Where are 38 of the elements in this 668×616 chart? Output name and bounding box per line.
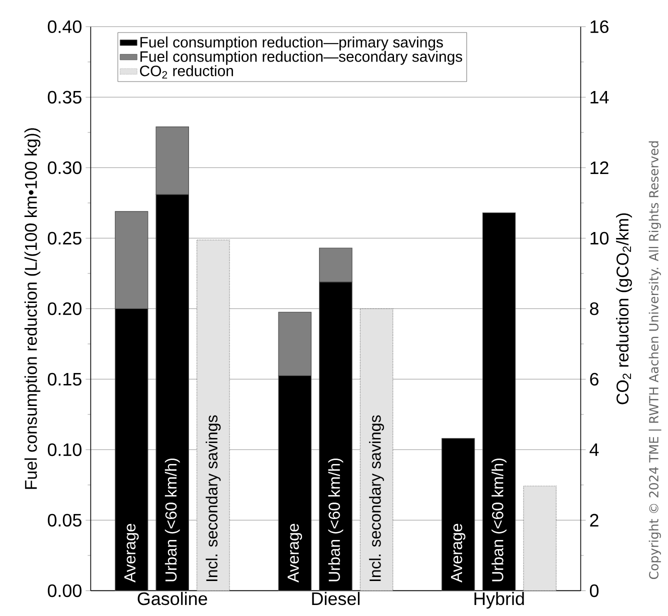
x-tick-label: Incl. secondary savings <box>369 415 384 582</box>
y2-tick-label: 8 <box>590 302 598 316</box>
x-tick-label: Average <box>451 524 466 582</box>
y-tick-label: 0.15 <box>48 372 82 386</box>
bar <box>360 308 394 591</box>
y-tick-label: 0.40 <box>48 20 82 34</box>
x-tick-label: Urban (<60 km/h) <box>164 458 180 582</box>
text: Copyright © 2024 TME | RWTH Aachen University. All Rights Reserved <box>648 141 662 580</box>
legend-label: CO$_{2}$ reduction <box>140 65 233 78</box>
x-tick-label: Average <box>124 524 139 582</box>
legend-label: Fuel consumption reduction—secondary savings <box>140 50 462 65</box>
y-tick-label: 0.20 <box>48 302 82 316</box>
text: Diesel <box>312 592 360 606</box>
y2-tick-label: 10 <box>590 232 609 245</box>
y-tick-label: 0.35 <box>48 90 82 104</box>
legend-label: Fuel consumption reduction—primary savings <box>140 36 443 50</box>
y-tick-label: 0.05 <box>48 514 82 527</box>
text: Hybrid <box>474 592 524 609</box>
bar <box>523 486 557 591</box>
y-tick-label: 0.25 <box>48 232 82 245</box>
y-tick-label: 0.10 <box>48 443 82 456</box>
x-tick-label: Urban (<60 km/h) <box>492 458 506 582</box>
y2-tick-label: 0 <box>590 584 599 598</box>
y2-tick-label: 6 <box>590 372 598 386</box>
y2-tick-label: 4 <box>590 444 599 456</box>
y-tick-label: 0.00 <box>48 584 82 598</box>
bar <box>196 240 230 591</box>
y-tick-label: 0.30 <box>48 161 82 174</box>
y2-tick-label: 14 <box>590 90 609 104</box>
y-axis-title: Fuel consumption reduction (L/(100 km•100 kg)) <box>24 128 40 489</box>
text: Gasoline <box>138 592 208 606</box>
y2-tick-label: 2 <box>590 514 598 526</box>
y2-axis-title: CO$_{2}$ reduction (gCO$_{2}$/km) <box>616 213 632 404</box>
x-tick-label: Average <box>288 524 302 582</box>
y2-tick-label: 12 <box>590 161 608 174</box>
x-tick-label: Urban (<60 km/h) <box>328 458 344 582</box>
y2-tick-label: 16 <box>590 20 608 34</box>
x-tick-label: Incl. secondary savings <box>206 415 221 582</box>
